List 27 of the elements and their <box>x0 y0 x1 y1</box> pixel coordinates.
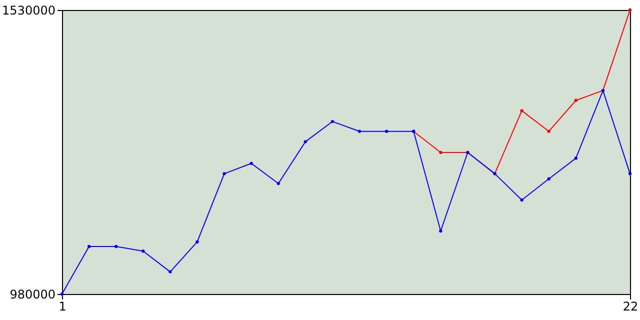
point <box>304 140 308 144</box>
point <box>439 229 442 233</box>
point <box>250 162 253 165</box>
x-tick-label: 22 <box>622 300 638 314</box>
point <box>276 182 280 186</box>
point <box>384 130 388 133</box>
point <box>358 130 362 133</box>
point <box>60 292 64 296</box>
point <box>628 8 632 12</box>
point <box>87 244 91 248</box>
point <box>114 244 118 248</box>
point <box>547 177 550 180</box>
y-tick-label: 1530000 <box>2 4 56 18</box>
point <box>628 172 632 176</box>
point <box>196 240 199 244</box>
x-tick-label: 1 <box>58 300 66 314</box>
point <box>168 270 172 274</box>
point <box>439 150 442 154</box>
y-tick-label: 980000 <box>10 288 56 302</box>
point <box>547 130 550 133</box>
point <box>222 172 226 176</box>
point <box>520 109 524 112</box>
point <box>142 250 145 253</box>
point <box>330 120 334 124</box>
point <box>574 156 578 160</box>
point <box>520 198 524 202</box>
point <box>574 98 578 102</box>
